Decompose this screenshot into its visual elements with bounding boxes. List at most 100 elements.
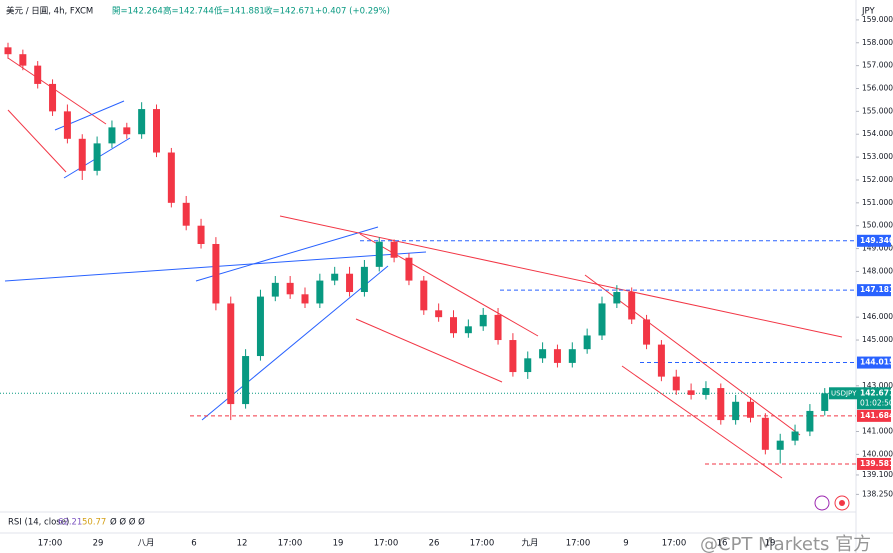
x-tick-label: 17:00 [374, 539, 399, 549]
x-tick-label: 16 [717, 539, 728, 549]
y-tick-label: 159.000 [862, 15, 893, 24]
y-tick-label: 138.250 [862, 489, 893, 498]
candle-body [346, 273, 354, 293]
y-tick-label: 155.000 [862, 106, 893, 115]
level-label-box [857, 356, 891, 369]
rsi-value: 62.21 [58, 518, 82, 528]
candle-body [212, 243, 220, 304]
candle-body [197, 225, 205, 244]
candle-body [167, 152, 175, 203]
y-tick-label: 154.000 [862, 129, 893, 138]
candle-body [628, 292, 636, 320]
level-label: 139.581 [860, 459, 893, 468]
candle-body [271, 282, 279, 297]
y-tick-label: 157.000 [862, 61, 893, 70]
y-tick-label: 140.000 [862, 449, 893, 458]
countdown: 01:02:50 [860, 398, 893, 407]
x-tick-label: 26 [429, 539, 440, 549]
y-tick-label: 158.000 [862, 38, 893, 47]
header-symbol: 美元 / 日圓, 4h, FXCM [6, 6, 93, 17]
candle-body [568, 349, 576, 363]
candle-body [791, 431, 799, 441]
x-tick-label: 19 [333, 539, 344, 549]
rsi-extra: Ø Ø Ø Ø [110, 517, 145, 528]
candle-body [613, 292, 621, 304]
x-tick-label: 6 [191, 539, 196, 549]
header-low: 低=141.881 [214, 6, 265, 17]
x-tick-label: 17:00 [566, 539, 591, 549]
symbol-box [829, 387, 857, 400]
candle-body [657, 344, 665, 377]
candle-body [524, 358, 532, 373]
y-tick-label: 153.000 [862, 152, 893, 161]
candle-body [598, 303, 606, 336]
x-tick-label: 17:00 [38, 539, 63, 549]
level-label: 144.015 [860, 358, 893, 367]
x-tick-label: 12 [237, 539, 248, 549]
candle-body [435, 310, 443, 318]
candle-body [63, 111, 71, 139]
x-tick-label: 九月 [521, 539, 538, 549]
candle-body [153, 109, 160, 153]
alert-icon[interactable] [814, 495, 830, 511]
candle-body [479, 314, 487, 327]
y-tick-label: 156.000 [862, 83, 893, 92]
level-label-box [857, 457, 891, 470]
candle-body [316, 280, 324, 304]
candle-body [821, 393, 829, 411]
level-label-box [857, 234, 891, 247]
candle-body [420, 280, 428, 311]
watermark: @CPT Markets 官方 [700, 534, 871, 553]
candle-body [732, 401, 740, 421]
candle-body [672, 376, 680, 391]
x-tick-label: 9 [623, 539, 628, 549]
y-tick-label: 145.000 [862, 335, 893, 344]
header-open: 開=142.264 [112, 7, 163, 17]
candle-body [687, 390, 695, 395]
x-tick-label: 17:00 [662, 539, 687, 549]
candle-body [34, 65, 42, 84]
y-tick-label: 149.000 [862, 244, 893, 253]
candle-body [4, 47, 12, 55]
candle-body [643, 319, 651, 345]
symbol-label: USDJPY [831, 389, 857, 397]
candle-body [286, 282, 294, 295]
currency-label: JPY [861, 7, 875, 17]
x-tick-label: 八月 [137, 539, 154, 549]
candle-body [256, 296, 264, 357]
target-icon[interactable] [834, 495, 850, 511]
candle-body [776, 440, 784, 450]
candle-body [182, 202, 190, 226]
candle-body [761, 417, 769, 450]
candle-body [390, 241, 398, 258]
y-tick-label: 151.000 [862, 198, 893, 207]
candle-body [78, 138, 86, 171]
candle-body [138, 109, 146, 135]
y-tick-label: 143.000 [862, 381, 893, 390]
level-label-box [857, 284, 891, 297]
rsi-label: RSI (14, close) [8, 518, 69, 528]
level-label: 147.181 [860, 285, 893, 294]
candle-body [539, 349, 547, 359]
candle-body [747, 401, 754, 418]
x-tick-label: 17:00 [278, 539, 303, 549]
level-label-box [857, 409, 891, 422]
y-tick-label: 152.000 [862, 175, 893, 184]
candle-body [464, 326, 472, 334]
candle-body [331, 273, 339, 281]
candle-body [494, 314, 502, 341]
candle-body [123, 127, 131, 135]
current-price-label: 142.671 [860, 388, 893, 397]
candle-body [49, 83, 57, 112]
candle-body [360, 266, 368, 293]
candle-body [450, 317, 457, 334]
candle-body [19, 54, 27, 66]
candle-body [553, 349, 561, 363]
header-close: 收=142.671 [264, 6, 315, 17]
candle-body [93, 143, 101, 171]
target-icon-dot [839, 500, 845, 506]
candle-body [301, 294, 309, 304]
candle-body [583, 335, 591, 350]
